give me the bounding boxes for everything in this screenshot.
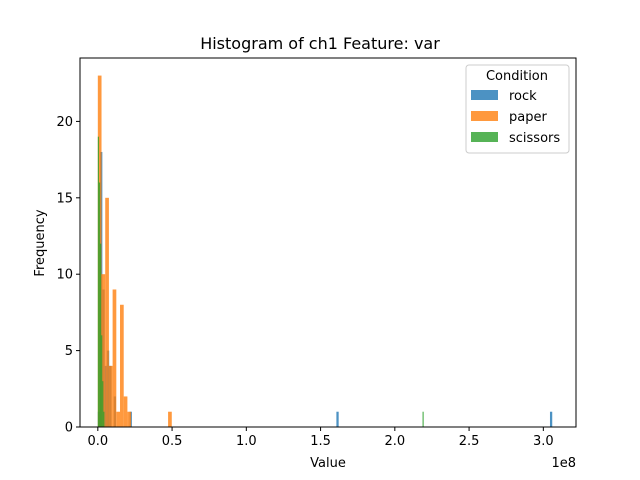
x-axis-label: Value [310, 456, 346, 471]
bar-scissors-1 [98, 182, 101, 427]
y-axis-ticks: 0 5 10 15 20 [56, 115, 80, 436]
x-axis-offset-label: 1e8 [551, 456, 576, 471]
y-tick-label-0: 0 [65, 421, 73, 436]
bar-rock-8 [336, 411, 339, 427]
bar-paper-2 [105, 197, 109, 427]
legend-swatch-scissors [471, 132, 498, 142]
y-tick-label-3: 15 [56, 191, 73, 206]
legend-label-rock: rock [509, 89, 537, 104]
legend-swatch-paper [471, 111, 498, 121]
bar-paper-6 [120, 304, 124, 427]
x-tick-label-6: 3.0 [533, 434, 554, 449]
y-tick-label-1: 5 [65, 344, 73, 359]
chart-title: Histogram of ch1 Feature: var [200, 34, 440, 53]
bar-paper-5 [116, 411, 121, 427]
plot-frame [79, 57, 577, 428]
legend-label-scissors: scissors [509, 131, 560, 146]
legend-label-paper: paper [509, 110, 547, 125]
y-tick-label-2: 10 [56, 268, 73, 283]
bar-paper-8 [127, 411, 132, 427]
bars-layer [97, 75, 553, 427]
y-axis-label: Frequency [33, 209, 48, 276]
bar-scissors-4 [102, 381, 104, 427]
x-tick-label-4: 2.0 [384, 434, 405, 449]
bar-scissors-5 [103, 411, 105, 427]
x-tick-label-5: 2.5 [459, 434, 480, 449]
x-axis-ticks: 0.0 0.5 1.0 1.5 2.0 2.5 3.0 [87, 427, 554, 449]
bar-scissors-6 [422, 411, 424, 427]
bar-paper-3 [108, 365, 113, 427]
bar-scissors-0 [97, 136, 100, 427]
bar-paper-7 [123, 396, 128, 427]
legend-items: rock paper scissors [471, 89, 560, 146]
bar-scissors-2 [99, 243, 102, 427]
x-tick-label-2: 1.0 [236, 434, 257, 449]
bar-paper-4 [112, 289, 117, 427]
legend-swatch-rock [471, 90, 498, 100]
legend-box [465, 64, 570, 154]
x-tick-label-3: 1.5 [310, 434, 331, 449]
legend: Condition rock paper scissors [465, 64, 570, 154]
bar-scissors-3 [101, 335, 103, 427]
bar-paper-9 [168, 411, 172, 427]
x-tick-label-0: 0.0 [87, 434, 108, 449]
x-tick-label-1: 0.5 [162, 434, 183, 449]
bar-rock-9 [549, 411, 553, 427]
y-tick-label-4: 20 [56, 115, 73, 130]
bar-paper-1 [101, 274, 106, 427]
legend-title: Condition [486, 69, 548, 84]
